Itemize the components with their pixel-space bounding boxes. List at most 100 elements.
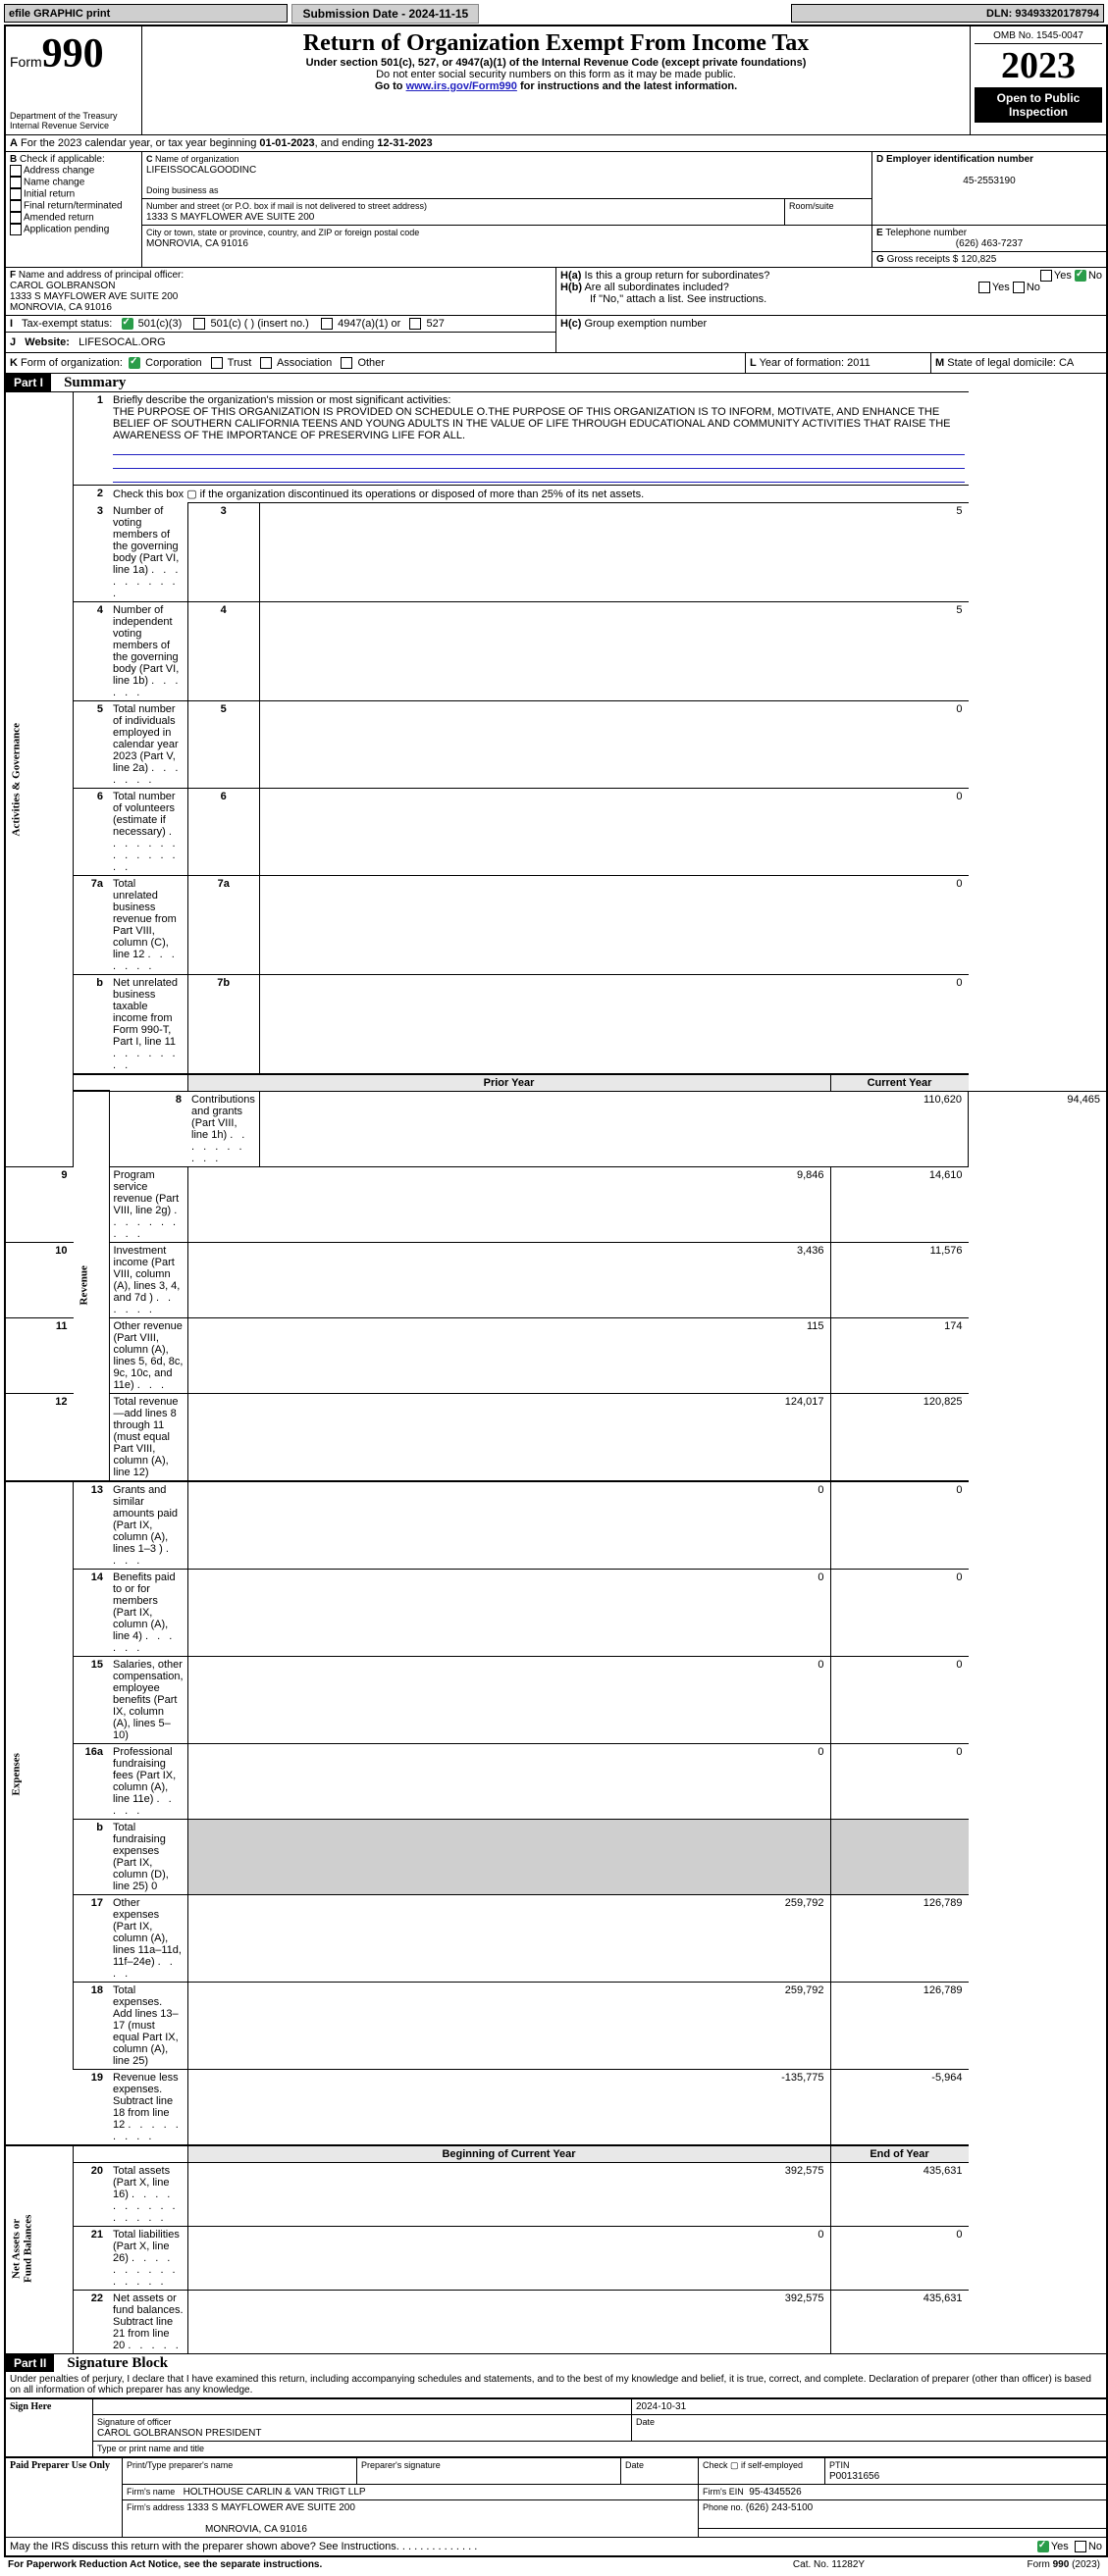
page-footer: For Paperwork Reduction Act Notice, see … — [4, 2557, 1104, 2572]
subtitle-2: Do not enter social security numbers on … — [146, 69, 966, 80]
line-13-curr: 0 — [830, 1481, 969, 1570]
line-7a-num: 7a — [187, 875, 259, 974]
line-12-prior: 124,017 — [187, 1393, 830, 1481]
D-label: Employer identification number — [886, 154, 1033, 165]
line-16b-text: Total fundraising expenses (Part IX, col… — [109, 1819, 187, 1894]
room-label: Room/suite — [789, 201, 834, 211]
street-value: 1333 S MAYFLOWER AVE SUITE 200 — [146, 212, 314, 223]
FH-section: F Name and address of principal officer:… — [6, 267, 1106, 352]
B-final: Final return/terminated — [24, 201, 123, 212]
firm-addr: 1333 S MAYFLOWER AVE SUITE 200 — [187, 2502, 355, 2513]
line-6-val: 0 — [259, 788, 968, 875]
part1-header: Part I Summary — [6, 373, 1106, 391]
sign-here-label: Sign Here — [6, 2398, 93, 2456]
checked-icon[interactable] — [1037, 2541, 1049, 2552]
open-public-badge: Open to Public Inspection — [975, 87, 1102, 123]
line-16a-curr: 0 — [830, 1743, 969, 1819]
checkbox-icon[interactable] — [10, 188, 22, 200]
no-label: No — [1027, 282, 1040, 293]
checkbox-icon[interactable] — [10, 200, 22, 212]
line-9-text: Program service revenue (Part VIII, line… — [114, 1169, 180, 1216]
entity-info: B Check if applicable: Address change Na… — [6, 151, 1106, 267]
preparer-name-label: Print/Type preparer's name — [127, 2460, 233, 2470]
website-value: LIFESOCAL.ORG — [79, 336, 166, 348]
line-15-text: Salaries, other compensation, employee b… — [109, 1656, 187, 1743]
checkbox-icon[interactable] — [10, 165, 22, 177]
checkbox-icon[interactable] — [260, 357, 272, 369]
B-label: Check if applicable: — [20, 154, 105, 165]
line-17-prior: 259,792 — [187, 1894, 830, 1982]
line-10-curr: 11,576 — [830, 1242, 969, 1317]
A-text: For the 2023 calendar year, or tax year … — [21, 137, 259, 149]
B-pending: Application pending — [24, 225, 109, 235]
checkbox-icon[interactable] — [341, 357, 352, 369]
line-3-num: 3 — [187, 503, 259, 602]
Hb-label: Are all subordinates included? — [584, 282, 728, 293]
city-label: City or town, state or province, country… — [146, 228, 419, 237]
checked-icon[interactable] — [1075, 270, 1086, 282]
checkbox-icon[interactable] — [1013, 282, 1025, 293]
dba-label: Doing business as — [146, 185, 219, 195]
checkbox-icon[interactable] — [10, 224, 22, 235]
K-corp: Corporation — [145, 357, 201, 369]
line-18-curr: 126,789 — [830, 1982, 969, 2069]
checkbox-icon[interactable] — [1075, 2541, 1086, 2552]
firm-ein-label: Firm's EIN — [703, 2487, 744, 2497]
submission-date-button[interactable]: Submission Date - 2024-11-15 — [291, 4, 479, 24]
phone-label: Phone no. — [703, 2502, 743, 2512]
ein-value: 45-2553190 — [876, 176, 1102, 186]
part2-label: Part II — [6, 2354, 54, 2372]
officer-addr2: MONROVIA, CA 91016 — [10, 302, 112, 313]
checkbox-icon[interactable] — [10, 212, 22, 224]
Ha-label: Is this a group return for subordinates? — [584, 270, 769, 282]
line-13-prior: 0 — [187, 1481, 830, 1570]
officer-sig-name: CAROL GOLBRANSON PRESIDENT — [97, 2428, 261, 2439]
line-7a-val: 0 — [259, 875, 968, 974]
checkbox-icon[interactable] — [193, 318, 205, 330]
checkbox-icon[interactable] — [321, 318, 333, 330]
M-label: State of legal domicile: — [947, 357, 1056, 369]
summary-table: Activities & Governance 1 Briefly descri… — [6, 391, 1106, 2353]
line-12-text: Total revenue—add lines 8 through 11 (mu… — [109, 1393, 187, 1481]
discuss-text: May the IRS discuss this return with the… — [10, 2541, 399, 2552]
checkbox-icon[interactable] — [10, 177, 22, 188]
B-initial: Initial return — [24, 189, 75, 200]
checkbox-icon[interactable] — [409, 318, 421, 330]
checked-icon[interactable] — [122, 318, 133, 330]
checked-icon[interactable] — [129, 357, 140, 369]
K-trust: Trust — [228, 357, 252, 369]
line-12-curr: 120,825 — [830, 1393, 969, 1481]
I-label: Tax-exempt status: — [22, 318, 112, 330]
goto-post: for instructions and the latest informat… — [517, 80, 737, 92]
preparer-sig-label: Preparer's signature — [361, 2460, 441, 2470]
line-8-curr: 94,465 — [969, 1091, 1107, 1166]
M-value: CA — [1059, 357, 1074, 369]
dept-label: Department of the Treasury Internal Reve… — [10, 111, 137, 130]
L-value: 2011 — [847, 357, 871, 369]
line-17-curr: 126,789 — [830, 1894, 969, 1982]
line-11-curr: 174 — [830, 1317, 969, 1393]
line-22-prior: 392,575 — [187, 2290, 830, 2353]
line-6-num: 6 — [187, 788, 259, 875]
A-end: 12-31-2023 — [377, 137, 432, 149]
no-label: No — [1088, 270, 1102, 282]
H-note: If "No," attach a list. See instructions… — [560, 293, 766, 305]
line-5-num: 5 — [187, 700, 259, 788]
signature-section: Sign Here 2024-10-31 Signature of office… — [6, 2397, 1106, 2456]
cat-number: Cat. No. 11282Y — [738, 2557, 920, 2572]
omb-number: OMB No. 1545-0047 — [975, 30, 1102, 44]
checkbox-icon[interactable] — [211, 357, 223, 369]
K-label: Form of organization: — [21, 357, 123, 369]
I-501c: 501(c) ( ) (insert no.) — [211, 318, 309, 330]
line-18-prior: 259,792 — [187, 1982, 830, 2069]
firm-phone: (626) 243-5100 — [746, 2502, 813, 2513]
line-11-prior: 115 — [187, 1317, 830, 1393]
vtab-governance: Activities & Governance — [6, 392, 74, 1167]
line-21-prior: 0 — [187, 2226, 830, 2290]
paid-preparer-section: Paid Preparer Use Only Print/Type prepar… — [6, 2456, 1106, 2537]
col-prior: Prior Year — [187, 1074, 830, 1092]
checkbox-icon[interactable] — [978, 282, 990, 293]
checkbox-icon[interactable] — [1040, 270, 1052, 282]
irs-link[interactable]: www.irs.gov/Form990 — [406, 80, 517, 92]
part1-title: Summary — [54, 375, 126, 390]
